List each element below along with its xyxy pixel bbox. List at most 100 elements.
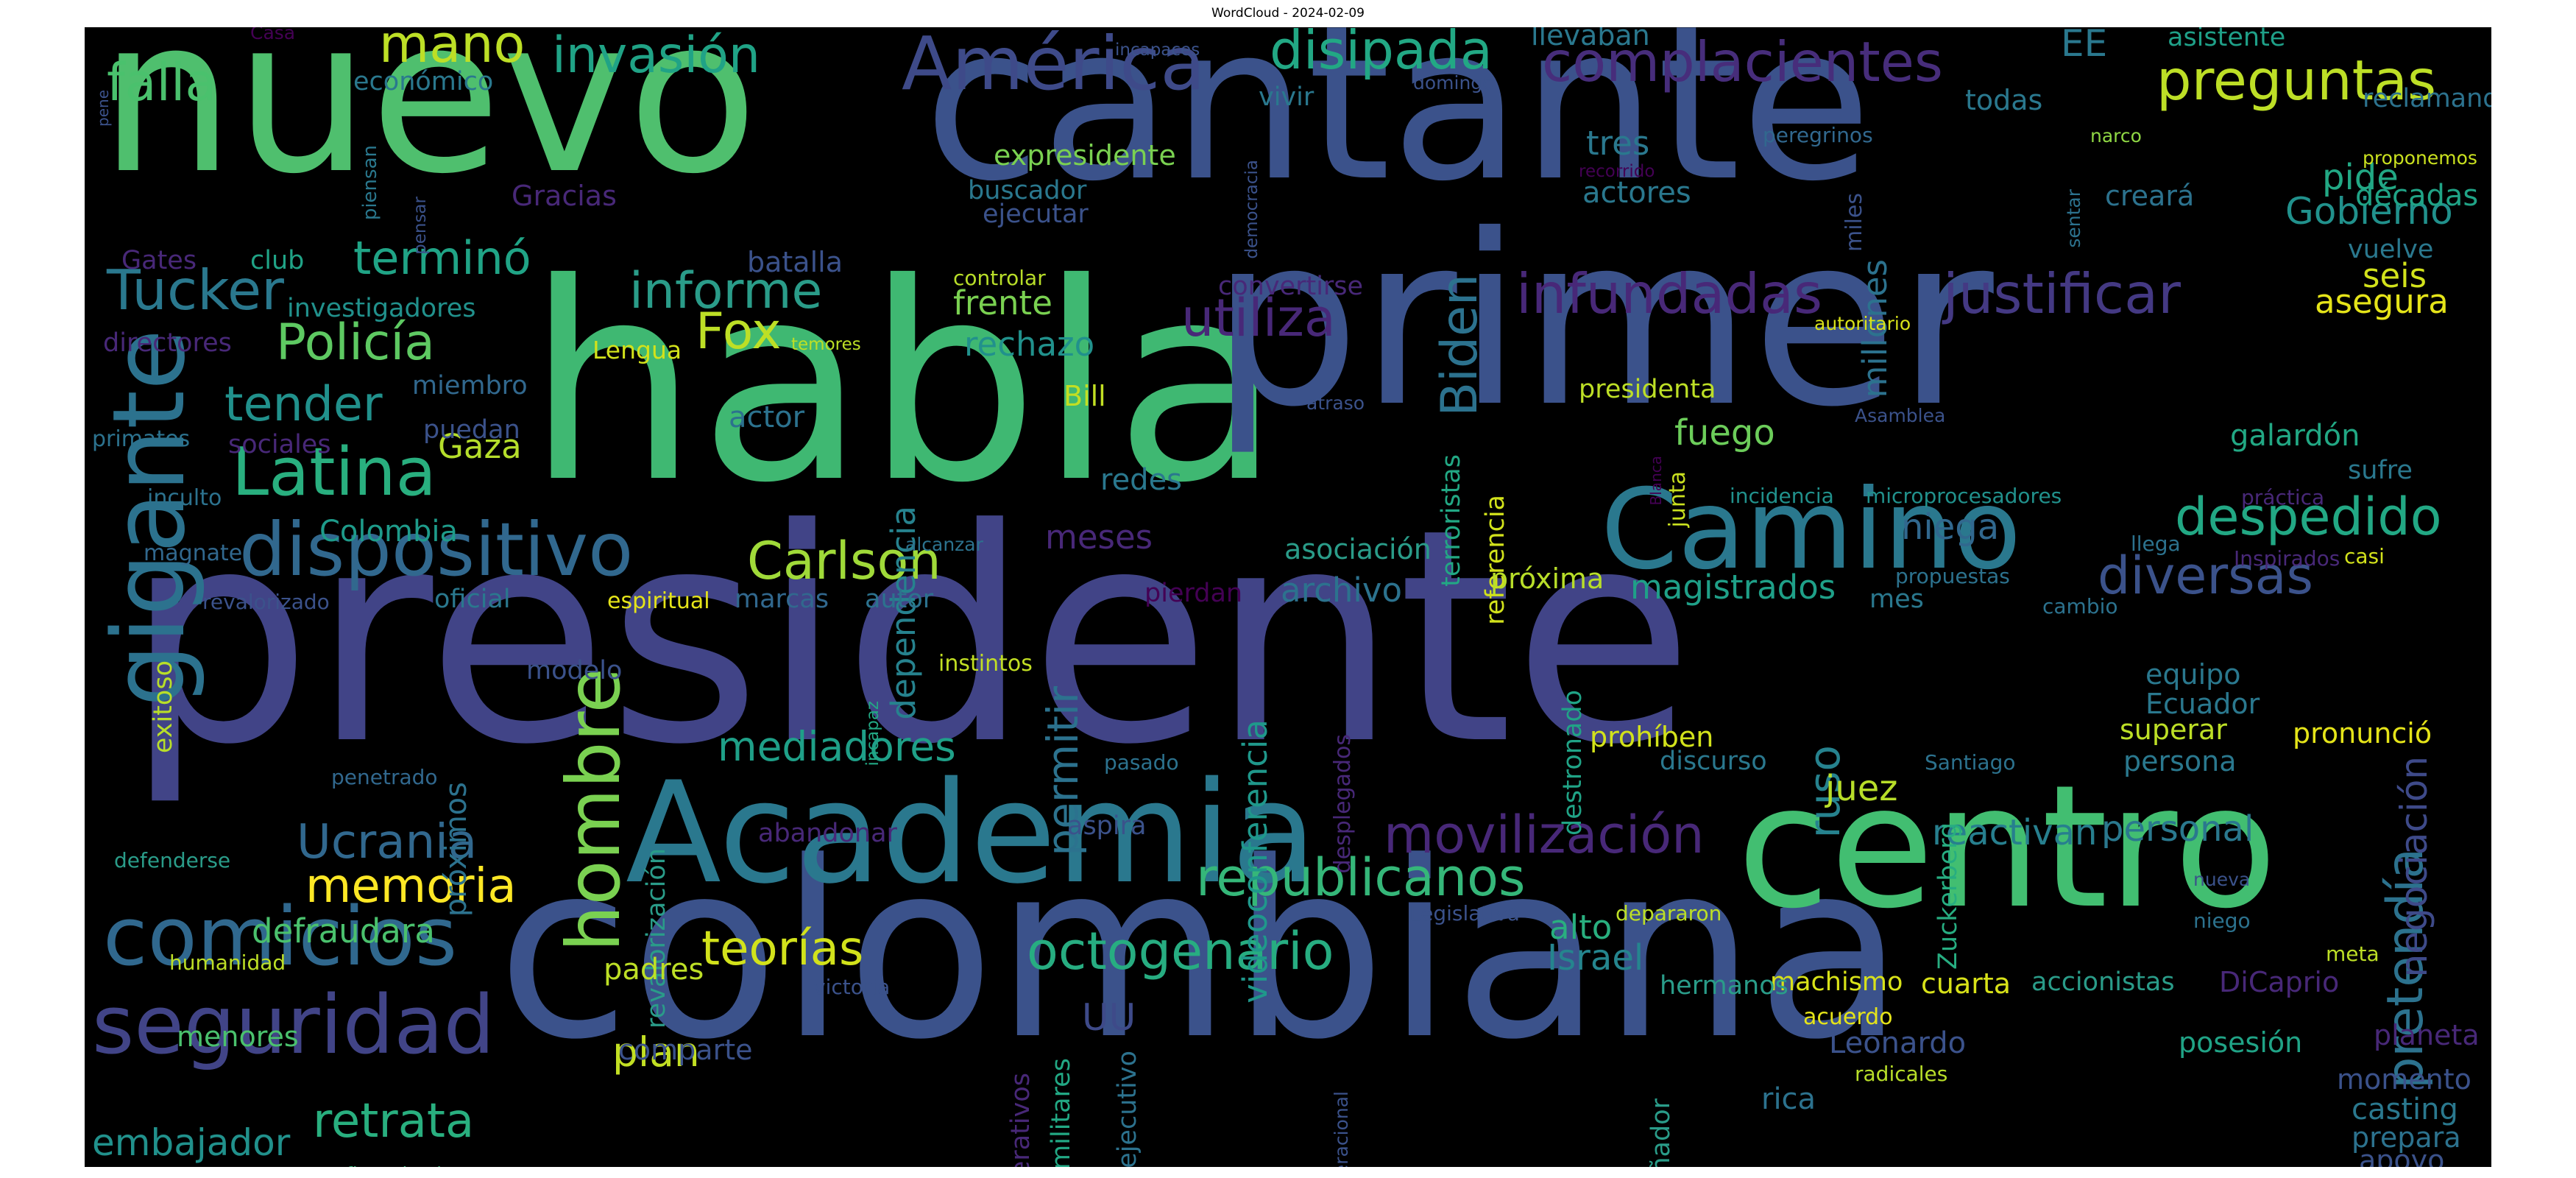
cloud-word: Asamblea [1855, 405, 1946, 426]
cloud-word: DiCaprio [2219, 966, 2340, 998]
cloud-word: UU [1082, 996, 1136, 1039]
cloud-word: informe [629, 262, 823, 320]
cloud-word: penetrado [331, 765, 438, 789]
cloud-word: magistrados [1630, 568, 1836, 607]
cloud-word: presidenta [1579, 375, 1716, 404]
cloud-word: Gobierno [2285, 190, 2453, 233]
cloud-word: Fox [696, 303, 782, 361]
cloud-word: Legislativa [1409, 901, 1520, 925]
cloud-word: humanidad [169, 950, 286, 975]
cloud-word: Inspirados [2234, 546, 2340, 571]
cloud-word: sentar [2063, 189, 2084, 248]
cloud-word: revalorizado [202, 590, 330, 614]
cloud-word: autoritario [1814, 313, 1911, 334]
cloud-word: Ucrania [297, 815, 478, 870]
cloud-word: planeta [2374, 1019, 2480, 1051]
cloud-word: comparte [618, 1034, 753, 1066]
cloud-word: nueva [2193, 869, 2251, 890]
cloud-word: Casa [250, 27, 296, 43]
cloud-word: revalorización [642, 848, 671, 1029]
cloud-word: convertirse [1218, 272, 1364, 301]
cloud-word: complacientes [1542, 29, 1943, 94]
cloud-word: referencia [1481, 495, 1510, 625]
cloud-word: Carlson [747, 531, 941, 591]
cloud-word: exitoso [149, 660, 178, 754]
cloud-word: Academia [626, 752, 1317, 914]
cloud-word: mes [1869, 585, 1924, 614]
cloud-word: económico [353, 67, 494, 96]
cloud-word: persona [2123, 745, 2237, 777]
cloud-word: centro [1737, 750, 2278, 946]
cloud-word: videoconferencia [1236, 719, 1275, 1004]
cloud-word: niego [2193, 909, 2251, 933]
cloud-word: machismo [1770, 967, 1903, 997]
cloud-word: hombre [551, 668, 637, 952]
cloud-word: mano [379, 27, 526, 74]
cloud-word: pene [94, 90, 112, 127]
cloud-word: diversas [2098, 546, 2313, 606]
cloud-word: Gracias [512, 180, 617, 212]
cloud-word: acuerdo [1803, 1004, 1893, 1030]
cloud-word: preguntas [2156, 48, 2437, 113]
cloud-word: narco [2090, 125, 2142, 147]
cloud-word: modelo [526, 656, 623, 685]
cloud-word: tres [1586, 124, 1650, 163]
cloud-word: Santiago [1925, 750, 2016, 775]
cloud-word: buscador [968, 176, 1087, 205]
cloud-word: asociación [1284, 533, 1432, 565]
cloud-word: incapaces [1115, 40, 1200, 60]
cloud-word: prepara [2352, 1121, 2461, 1154]
cloud-word: espiritual [607, 588, 710, 614]
cloud-word: Gaza [438, 427, 522, 466]
cloud-word: puedan [423, 415, 520, 445]
cloud-word: directores [103, 328, 232, 358]
cloud-word: prohíben [1590, 721, 1714, 753]
cloud-word: galardón [2230, 419, 2360, 453]
cloud-word: vuelve [2348, 235, 2434, 264]
cloud-word: defraudara [252, 911, 435, 950]
cloud-word: rechazo [964, 325, 1095, 364]
cloud-word: sociales [228, 430, 331, 459]
cloud-word: primer [1211, 185, 1994, 459]
cloud-word: batalla [747, 246, 843, 278]
cloud-word: radicales [1855, 1062, 1948, 1086]
cloud-word: oficial [434, 585, 511, 614]
cloud-word: desplegados [1330, 734, 1356, 874]
cloud-word: temores [791, 335, 861, 354]
cloud-word: colombiana [497, 810, 1906, 1093]
cloud-word: niega [1901, 507, 2000, 548]
cloud-word: pierdan [1144, 579, 1243, 608]
cloud-word: autor [865, 585, 934, 614]
cloud-word: vivir [1259, 82, 1314, 112]
cloud-word: reclamando [2363, 84, 2491, 113]
chart-title: WordCloud - 2024-02-09 [1211, 6, 1365, 21]
cloud-word: magnate [144, 540, 243, 566]
cloud-word: momento [2337, 1063, 2471, 1096]
cloud-word: equipo [2145, 658, 2241, 691]
cloud-word: comicios [103, 889, 458, 984]
cloud-word: embajador [92, 1121, 291, 1164]
cloud-word: inculto [147, 485, 222, 511]
cloud-word: republicanos [1196, 847, 1526, 908]
cloud-word: ejecutivo [1113, 1051, 1142, 1167]
cloud-word: práctica [2241, 485, 2325, 509]
cloud-word: plan [612, 1029, 700, 1076]
cloud-word: Lengua [592, 336, 682, 364]
cloud-word: justificar [1943, 261, 2181, 326]
cloud-word: pronunció [2293, 717, 2432, 750]
cloud-word: mediadores [718, 723, 956, 770]
cloud-word: memoria [305, 859, 517, 914]
cloud-word: movilización [1384, 805, 1705, 865]
cloud-word: controlar [953, 266, 1046, 290]
cloud-word: Biden [1431, 274, 1489, 417]
cloud-word: América [902, 27, 1206, 107]
cloud-word: Gates [121, 246, 197, 275]
cloud-word: hermanos [1660, 971, 1788, 1001]
cloud-word: operativos [1006, 1073, 1036, 1167]
cloud-word: terminó [353, 231, 531, 285]
cloud-word: recorrido [1579, 162, 1655, 181]
cloud-word: próxima [1490, 562, 1604, 595]
cloud-word: posesión [2179, 1026, 2303, 1059]
cloud-word: militares [1047, 1058, 1076, 1167]
cloud-word: discurso [1660, 747, 1767, 776]
